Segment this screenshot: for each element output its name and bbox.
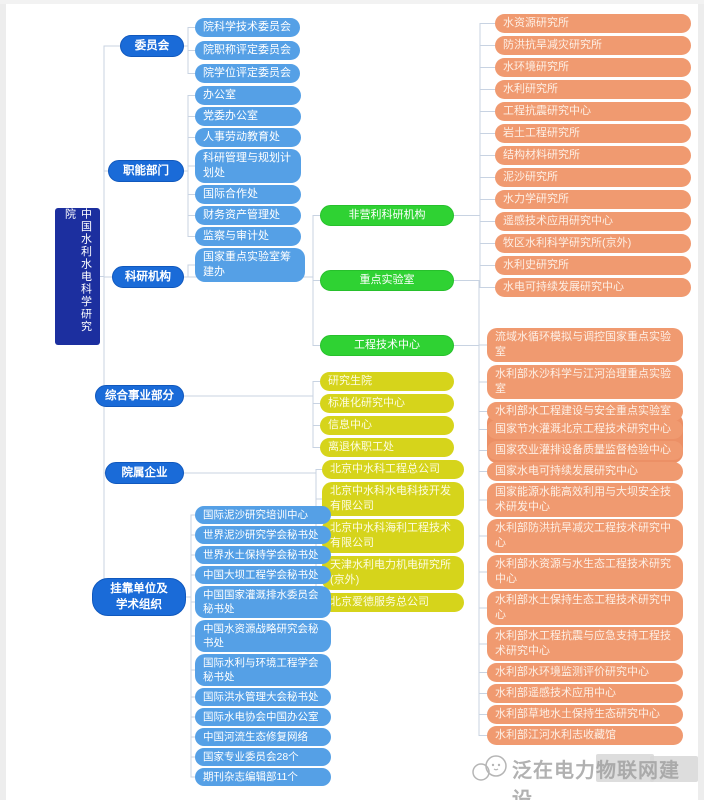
org-node[interactable]: 流域水循环模拟与调控国家重点实验室 bbox=[487, 328, 683, 362]
org-node[interactable]: 水环境研究所 bbox=[495, 58, 691, 77]
committee-children-group: 院科学技术委员会 院职称评定委员会 院学位评定委员会 bbox=[195, 18, 300, 83]
org-node[interactable]: 水利部江河水利志收藏馆 bbox=[487, 726, 683, 745]
org-node[interactable]: 中国国家灌溉排水委员会秘书处 bbox=[195, 586, 331, 618]
org-node[interactable]: 中国水资源战略研究会秘书处 bbox=[195, 620, 331, 652]
org-node[interactable]: 水利部水环境监测评价研究中心 bbox=[487, 663, 683, 682]
org-node[interactable]: 水利史研究所 bbox=[495, 256, 691, 275]
org-node[interactable]: 国际水利与环境工程学会秘书处 bbox=[195, 654, 331, 686]
node-comprehensive[interactable]: 综合事业部分 bbox=[95, 385, 184, 407]
org-node[interactable]: 天津水利电力机电研究所(京外) bbox=[322, 556, 464, 590]
org-node[interactable]: 中国大坝工程学会秘书处 bbox=[195, 566, 331, 584]
org-node[interactable]: 水利部水工程抗震与应急支持工程技术研究中心 bbox=[487, 627, 683, 661]
org-node[interactable]: 遥感技术应用研究中心 bbox=[495, 212, 691, 231]
org-node[interactable]: 国际泥沙研究培训中心 bbox=[195, 506, 331, 524]
org-node[interactable]: 水资源研究所 bbox=[495, 14, 691, 33]
org-node[interactable]: 水利部草地水土保持生态研究中心 bbox=[487, 705, 683, 724]
watermark-text: 泛在电力物联网建设 bbox=[512, 760, 680, 800]
node-keylabs[interactable]: 重点实验室 bbox=[320, 270, 454, 291]
edge-shade-right bbox=[698, 0, 704, 800]
org-node[interactable]: 国家专业委员会28个 bbox=[195, 748, 331, 766]
node-engcenters[interactable]: 工程技术中心 bbox=[320, 335, 454, 356]
org-node[interactable]: 国家水电可持续发展研究中心 bbox=[487, 462, 683, 481]
org-node[interactable]: 水利部遥感技术应用中心 bbox=[487, 684, 683, 703]
department-children-group: 办公室党委办公室人事劳动教育处科研管理与规划计划处国际合作处财务资产管理处 监察与… bbox=[195, 86, 301, 246]
org-node[interactable]: 世界水土保持学会秘书处 bbox=[195, 546, 331, 564]
affiliated-children-group: 国际泥沙研究培训中心 世界泥沙研究学会秘书处 世界水土保持学会秘书处 中国大坝工程学会… bbox=[195, 506, 331, 786]
enterprise-children-group: 北京中水科工程总公司北京中水科水电科技开发有限公司 北京中水科海利工程技术有限公司… bbox=[322, 460, 464, 612]
root-node[interactable]: 中国水利水电科学研究院 bbox=[55, 208, 100, 345]
org-node[interactable]: 财务资产管理处 bbox=[195, 206, 301, 225]
watermark: 泛在电力物联网建设 bbox=[468, 746, 700, 800]
org-node[interactable]: 北京爱德服务总公司 bbox=[322, 593, 464, 612]
org-node[interactable]: 办公室 bbox=[195, 86, 301, 105]
org-node[interactable]: 国家节水灌溉北京工程技术研究中心 bbox=[487, 420, 683, 439]
org-node[interactable]: 国家重点实验室筹建办 bbox=[195, 248, 305, 282]
org-node[interactable]: 水利部防洪抗旱减灾工程技术研究中心 bbox=[487, 519, 683, 553]
comprehensive-children-group: 研究生院标准化研究中心 信息中心离退休职工处 bbox=[320, 372, 454, 457]
org-node[interactable]: 水利部水土保持生态工程技术研究中心 bbox=[487, 591, 683, 625]
org-node[interactable]: 离退休职工处 bbox=[320, 438, 454, 457]
org-node[interactable]: 结构材料研究所 bbox=[495, 146, 691, 165]
org-node[interactable]: 水利部水沙科学与江河治理重点实验室 bbox=[487, 365, 683, 399]
keylab-children-group: 流域水循环模拟与调控国家重点实验室 水利部水沙科学与江河治理重点实验室水利部水工程… bbox=[487, 328, 683, 421]
org-node[interactable]: 科研管理与规划计划处 bbox=[195, 149, 301, 183]
org-node[interactable]: 水利部水工程建设与安全重点实验室 bbox=[487, 402, 683, 421]
node-enterprises[interactable]: 院属企业 bbox=[105, 462, 184, 484]
org-node[interactable]: 研究生院 bbox=[320, 372, 454, 391]
org-node[interactable]: 北京中水科工程总公司 bbox=[322, 460, 464, 479]
org-node[interactable]: 标准化研究中心 bbox=[320, 394, 454, 413]
org-node[interactable]: 国际水电协会中国办公室 bbox=[195, 708, 331, 726]
node-research[interactable]: 科研机构 bbox=[112, 266, 184, 288]
research-direct-group: 国家重点实验室筹建办 bbox=[195, 248, 305, 282]
org-node[interactable]: 水利研究所 bbox=[495, 80, 691, 99]
org-node[interactable]: 国家农业灌排设备质量监督检验中心 bbox=[487, 441, 683, 460]
org-node[interactable]: 北京中水科水电科技开发有限公司 bbox=[322, 482, 464, 516]
org-node[interactable]: 北京中水科海利工程技术有限公司 bbox=[322, 519, 464, 553]
edge-shade-top bbox=[0, 0, 704, 4]
org-node[interactable]: 水力学研究所 bbox=[495, 190, 691, 209]
watermark-blur-box bbox=[596, 754, 654, 782]
org-node[interactable]: 院科学技术委员会 bbox=[195, 18, 300, 37]
org-node[interactable]: 国际合作处 bbox=[195, 185, 301, 204]
org-node[interactable]: 党委办公室 bbox=[195, 107, 301, 126]
org-node[interactable]: 泥沙研究所 bbox=[495, 168, 691, 187]
org-node[interactable]: 世界泥沙研究学会秘书处 bbox=[195, 526, 331, 544]
org-node[interactable]: 牧区水利科学研究所(京外) bbox=[495, 234, 691, 253]
node-affiliated[interactable]: 挂靠单位及 学术组织 bbox=[92, 578, 186, 616]
edge-shade-left bbox=[0, 0, 6, 800]
node-nonprofit[interactable]: 非营利科研机构 bbox=[320, 205, 454, 226]
watermark-blur-box bbox=[650, 756, 698, 782]
node-departments[interactable]: 职能部门 bbox=[108, 160, 184, 182]
org-node[interactable]: 水利部水资源与水生态工程技术研究中心 bbox=[487, 555, 683, 589]
org-node[interactable]: 防洪抗旱减灾研究所 bbox=[495, 36, 691, 55]
org-node[interactable]: 中国河流生态修复网络 bbox=[195, 728, 331, 746]
org-node[interactable]: 工程抗震研究中心 bbox=[495, 102, 691, 121]
org-node[interactable]: 院学位评定委员会 bbox=[195, 64, 300, 83]
node-committee[interactable]: 委员会 bbox=[120, 35, 184, 57]
org-node[interactable]: 岩土工程研究所 bbox=[495, 124, 691, 143]
org-node[interactable]: 信息中心 bbox=[320, 416, 454, 435]
org-node[interactable]: 期刊杂志编辑部11个 bbox=[195, 768, 331, 786]
engcenter-children-group: 国家节水灌溉北京工程技术研究中心 国家农业灌排设备质量监督检验中心 国家水电可持续发… bbox=[487, 420, 683, 745]
org-node[interactable]: 院职称评定委员会 bbox=[195, 41, 300, 60]
org-node[interactable]: 国际洪水管理大会秘书处 bbox=[195, 688, 331, 706]
org-node[interactable]: 人事劳动教育处 bbox=[195, 128, 301, 147]
doodle-icon bbox=[472, 755, 507, 781]
org-node[interactable]: 监察与审计处 bbox=[195, 227, 301, 246]
nonprofit-children-group: 水资源研究所 防洪抗旱减灾研究所 水环境研究所 水利研究所工程抗震研究中心 岩土工程研究… bbox=[495, 14, 691, 297]
org-node[interactable]: 国家能源水能高效利用与大坝安全技术研发中心 bbox=[487, 483, 683, 517]
org-node[interactable]: 水电可持续发展研究中心 bbox=[495, 278, 691, 297]
